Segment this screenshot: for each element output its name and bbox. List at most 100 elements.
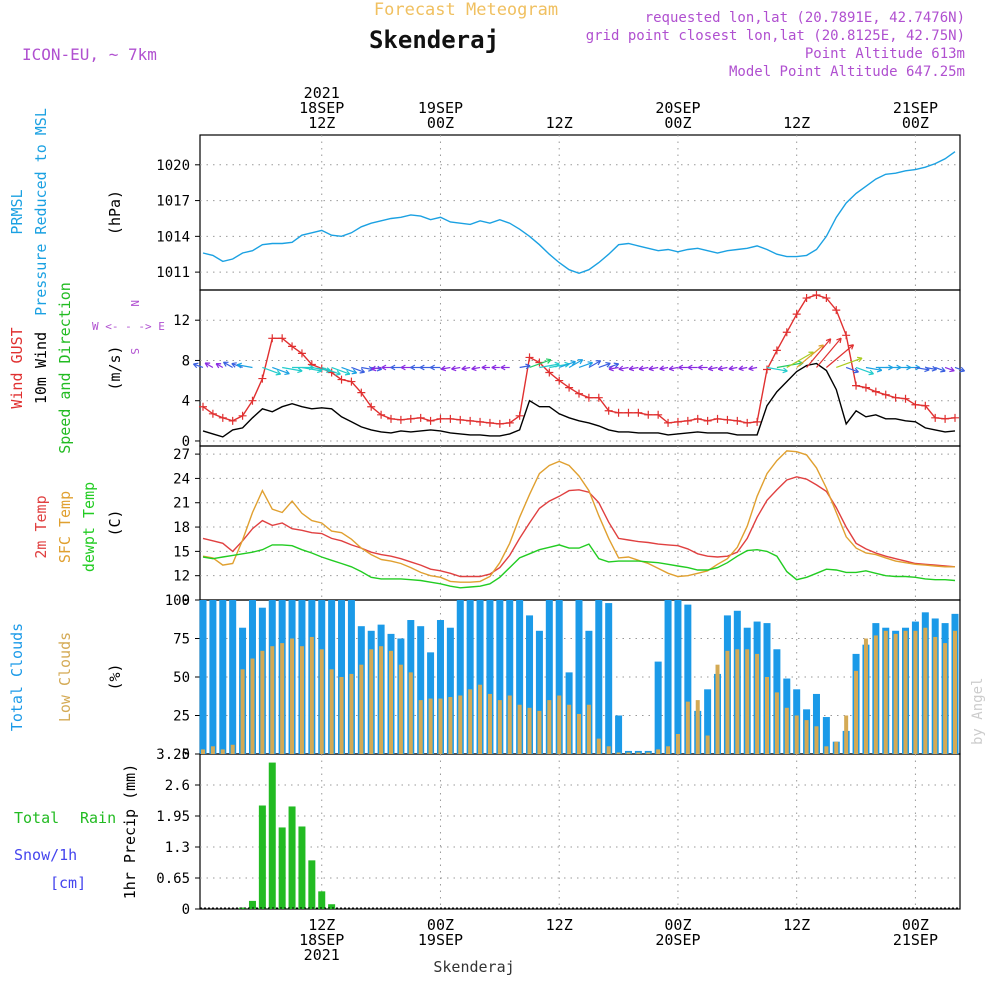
wind-arrow-head xyxy=(707,365,714,372)
cloud-bar-total xyxy=(229,600,237,754)
wind-arrow-head xyxy=(359,368,366,374)
cloud-bar-low xyxy=(586,704,591,754)
wind-arrow xyxy=(341,366,357,374)
cloud-bar-low xyxy=(201,749,205,754)
wind-arrow-head xyxy=(429,364,435,371)
wind-arrow xyxy=(223,361,233,369)
pressure-panel xyxy=(199,134,961,291)
cloud-bar-low xyxy=(705,735,710,754)
cloud-bar-low xyxy=(596,738,601,754)
gust-marker xyxy=(426,416,435,425)
wind-arrow-head xyxy=(949,366,955,373)
gust-marker xyxy=(842,331,851,340)
cloud-bar-low xyxy=(844,715,849,754)
cloud-bar-total xyxy=(704,689,712,754)
y-tick-label: 1.3 xyxy=(165,840,190,856)
cloud-bar-total xyxy=(555,600,563,754)
wind-arrow-head xyxy=(613,362,620,369)
panel-side-label: PRMSL xyxy=(8,189,26,234)
wind-arrow-head xyxy=(687,364,693,371)
wind-arrow-head xyxy=(344,369,351,376)
rain-bar xyxy=(278,827,286,909)
cloud-bar-total xyxy=(644,750,652,754)
cloud-bar-total xyxy=(526,615,534,754)
wind-arrow xyxy=(845,366,859,373)
wind-arrow xyxy=(608,363,619,369)
gust-marker xyxy=(931,413,940,422)
gust-marker xyxy=(604,406,613,415)
cloud-bar-total xyxy=(575,600,583,754)
y-tick-label: 1014 xyxy=(156,229,190,245)
wind-arrow xyxy=(451,366,461,370)
rain-bar xyxy=(318,891,326,909)
wind-arrow-head xyxy=(461,365,467,372)
cloud-bar-total xyxy=(417,626,425,754)
y-tick-label: 100 xyxy=(165,593,190,609)
wind-arrow-head xyxy=(577,359,584,365)
gust-marker xyxy=(772,346,781,355)
wind-arrow-head xyxy=(678,364,684,371)
panel-side-label: Pressure Reduced to MSL xyxy=(32,108,50,316)
cloud-bar-total xyxy=(209,600,217,754)
cloud-bar-total xyxy=(674,600,682,754)
gust-marker xyxy=(733,416,742,425)
gust-marker xyxy=(673,417,682,426)
gust-marker xyxy=(367,402,376,411)
cloud-bar-low xyxy=(913,630,918,754)
cloud-bar-low xyxy=(774,692,779,754)
wind-arrow-head xyxy=(940,366,946,373)
cloud-bar-total xyxy=(634,750,642,754)
wind-arrow xyxy=(855,366,874,375)
y-tick-label: 2.6 xyxy=(165,778,190,794)
time-label-top: 00Z xyxy=(427,114,454,132)
wind-arrow xyxy=(361,366,374,371)
wind-arrow-head xyxy=(628,365,635,372)
wind-arrow-head xyxy=(836,337,842,344)
gust-marker xyxy=(941,414,950,423)
wind-arrow xyxy=(598,362,611,369)
gust-marker xyxy=(357,388,366,397)
gust-marker xyxy=(278,334,287,343)
cloud-bar-low xyxy=(448,697,453,754)
panel-side-label: Wind GUST xyxy=(8,327,26,408)
wind-arrow-head xyxy=(570,360,576,366)
wind-arrow-head xyxy=(659,365,665,372)
cloud-bar-low xyxy=(389,650,393,754)
wind-arrow xyxy=(629,366,639,370)
time-label-bottom: 19SEP xyxy=(418,931,463,949)
unit-label: 1hr Precip (mm) xyxy=(121,764,139,899)
cloud-bar-total xyxy=(822,717,830,754)
cloud-bar-low xyxy=(616,752,621,754)
cloud-bar-low xyxy=(319,649,324,754)
wind-arrow-head xyxy=(491,364,497,371)
wind-arrow-head xyxy=(931,365,937,372)
wind-arrow-head xyxy=(471,365,477,372)
cloud-bar-low xyxy=(359,664,364,754)
gust-marker xyxy=(763,365,771,374)
wind-arrow xyxy=(441,366,451,370)
y-tick-label: 15 xyxy=(173,544,190,560)
cloud-bar-low xyxy=(854,670,859,754)
gust-marker xyxy=(476,417,485,426)
time-label-bottom: 18SEP xyxy=(299,931,344,949)
wind-arrow-head xyxy=(481,364,487,371)
wind-arrow xyxy=(648,366,659,370)
gust-marker xyxy=(901,394,910,403)
panel-side-label: Speed and Direction xyxy=(56,282,74,454)
series-line-10m-wind xyxy=(202,362,956,438)
wind-arrow-head xyxy=(638,365,644,372)
time-label-top: 12Z xyxy=(308,114,335,132)
cloud-bar-low xyxy=(547,700,552,754)
cloud-bar-total xyxy=(615,715,623,754)
wind-arrow xyxy=(836,357,863,369)
gust-marker xyxy=(466,416,475,425)
y-tick-label: 1.95 xyxy=(156,809,190,825)
cloud-bar-low xyxy=(883,630,888,754)
series-line-prmsl xyxy=(202,151,956,275)
wind-arrow xyxy=(925,366,937,371)
wind-arrow xyxy=(215,363,224,369)
rain-bar xyxy=(298,826,306,909)
y-tick-label: 0 xyxy=(182,434,190,450)
wind-arrow-head xyxy=(587,361,593,367)
panel-side-label: 10m Wind xyxy=(32,332,50,404)
